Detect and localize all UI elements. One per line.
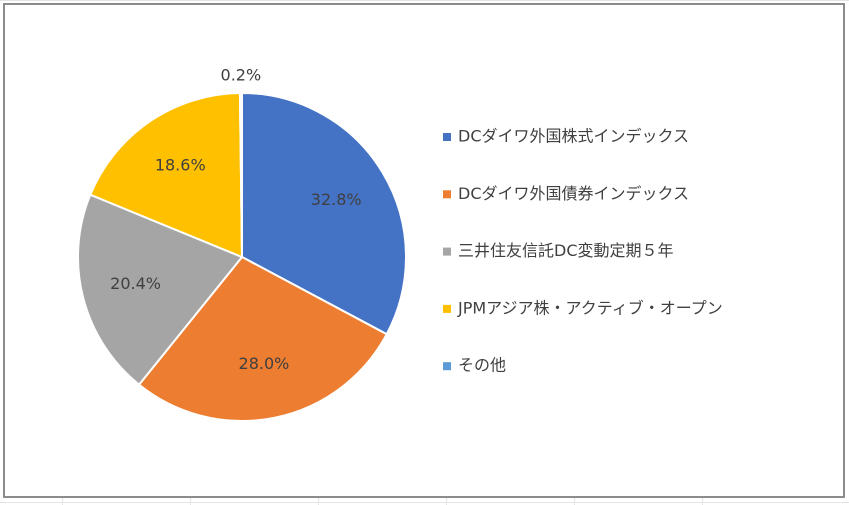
legend-label: その他	[458, 356, 506, 375]
legend-label: JPMアジア株・アクティブ・オープン	[457, 298, 723, 317]
legend-marker	[443, 133, 451, 141]
data-label: 32.8%	[311, 190, 362, 209]
legend-marker	[443, 247, 451, 256]
pie-slice	[238, 91, 243, 258]
data-label: 18.6%	[155, 156, 206, 175]
data-label: 0.2%	[221, 66, 262, 85]
pie-slice	[88, 91, 244, 259]
legend-marker	[443, 362, 451, 371]
data-label: 20.4%	[110, 274, 161, 293]
pie-slice	[137, 255, 389, 422]
pie-slice	[241, 91, 407, 336]
legend-label: DCダイワ外国株式インデックス	[458, 127, 689, 146]
legend-label: DCダイワ外国債券インデックス	[458, 184, 689, 203]
legend-label: 三井住友信託DC変動定期５年	[458, 241, 674, 260]
pie-slice	[77, 193, 244, 387]
legend-marker	[443, 190, 451, 199]
data-label: 28.0%	[239, 354, 290, 373]
legend-marker	[443, 304, 451, 313]
